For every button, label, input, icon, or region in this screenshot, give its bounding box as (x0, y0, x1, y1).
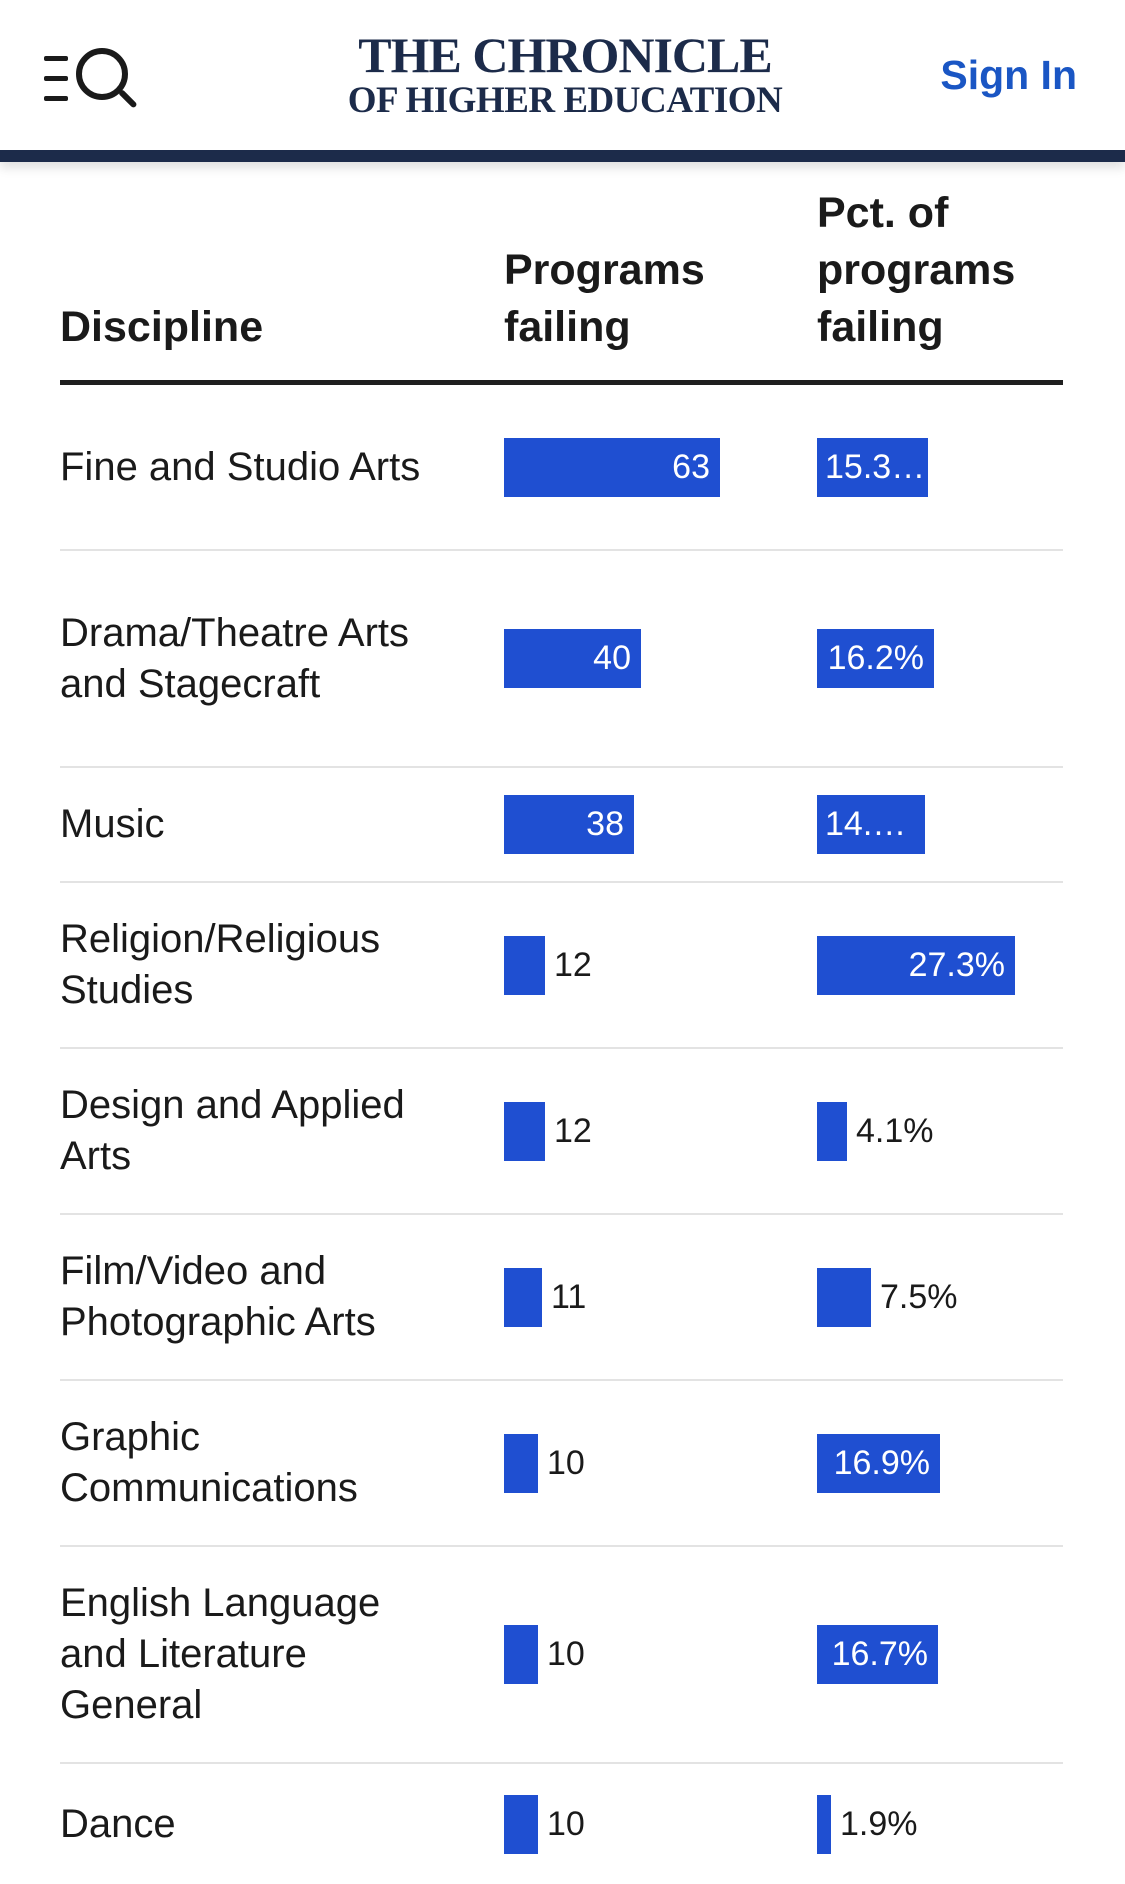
pct-bar (817, 795, 925, 854)
pct-value-label: 7.5% (880, 1278, 958, 1316)
programs-value-label: 10 (547, 1444, 585, 1482)
table-row: Graphic Communications 10 16.9% (60, 1381, 1063, 1547)
programs-bar (504, 1268, 542, 1327)
discipline-name: Religion/Religious Studies (60, 917, 381, 1012)
site-logo[interactable]: THE CHRONICLE OF HIGHER EDUCATION (330, 30, 800, 119)
pct-value-label: 1.9% (840, 1805, 918, 1843)
sign-in-link[interactable]: Sign In (940, 52, 1077, 98)
programs-bar (504, 936, 545, 995)
programs-bar (504, 795, 634, 854)
programs-bar (504, 1102, 545, 1161)
table-row: Design and Applied Arts 12 4.1% (60, 1049, 1063, 1215)
menu-line-icon (44, 56, 68, 61)
programs-value-label: 40 (593, 639, 631, 677)
discipline-name: Fine and Studio Arts (60, 445, 421, 489)
site-header: THE CHRONICLE OF HIGHER EDUCATION Sign I… (0, 0, 1125, 162)
pct-bar (817, 936, 1015, 995)
discipline-name: Graphic Communications (60, 1415, 358, 1510)
programs-bar (504, 1434, 538, 1493)
pct-value-label: 27.3% (908, 946, 1005, 984)
table-row: Dance 10 1.9% (60, 1764, 1063, 1884)
pct-bar (817, 438, 928, 497)
menu-line-icon (44, 96, 68, 101)
programs-value-label: 12 (554, 946, 592, 984)
table-row: Film/Video and Photographic Arts 11 7.5% (60, 1215, 1063, 1381)
pct-bar (817, 1434, 940, 1493)
discipline-name: Design and Applied Arts (60, 1083, 405, 1178)
programs-value-label: 38 (586, 805, 624, 843)
column-header-programs-failing: Programs failing (504, 246, 705, 351)
menu-line-icon (44, 76, 68, 81)
logo-line1: THE CHRONICLE (358, 27, 772, 83)
table-row: English Language and Literature General 1… (60, 1547, 1063, 1764)
discipline-name: Dance (60, 1802, 176, 1846)
pct-value-label: 15.3… (825, 448, 924, 486)
programs-bar (504, 438, 720, 497)
programs-value-label: 10 (547, 1805, 585, 1843)
pct-bar (817, 1795, 831, 1854)
pct-value-label: 16.9% (833, 1444, 930, 1482)
table-row: Music 38 14.… (60, 768, 1063, 883)
pct-value-label: 14.… (825, 805, 907, 843)
failing-programs-table: Discipline Programs failing Pct. of prog… (60, 162, 1063, 1884)
programs-value-label: 11 (551, 1278, 587, 1316)
pct-value-label: 16.2% (827, 639, 924, 677)
pct-bar (817, 1625, 938, 1684)
menu-search-icon[interactable] (40, 48, 140, 112)
search-circle-icon (76, 48, 128, 100)
programs-bar (504, 629, 641, 688)
table-body: Fine and Studio Arts 63 15.3… Drama/Theatre… (60, 385, 1063, 1884)
programs-value-label: 63 (672, 448, 710, 486)
discipline-name: Music (60, 802, 165, 846)
table-header: Discipline Programs failing Pct. of prog… (60, 162, 1063, 385)
programs-bar (504, 1795, 538, 1854)
pct-value-label: 4.1% (856, 1112, 934, 1150)
pct-bar (817, 1268, 871, 1327)
programs-value-label: 10 (547, 1635, 585, 1673)
discipline-name: English Language and Literature General (60, 1581, 381, 1727)
pct-value-label: 16.7% (831, 1635, 928, 1673)
pct-bar (817, 629, 934, 688)
table-row: Religion/Religious Studies 12 27.3% (60, 883, 1063, 1049)
discipline-name: Drama/Theatre Arts and Stagecraft (60, 611, 410, 706)
table-row: Drama/Theatre Arts and Stagecraft 40 16.2% (60, 551, 1063, 768)
column-header-pct-failing: Pct. of programs failing (817, 189, 1016, 351)
column-header-discipline: Discipline (60, 303, 264, 351)
search-handle-icon (117, 88, 138, 109)
pct-bar (817, 1102, 847, 1161)
programs-value-label: 12 (554, 1112, 592, 1150)
discipline-name: Film/Video and Photographic Arts (60, 1249, 376, 1344)
logo-line2: OF HIGHER EDUCATION (347, 80, 783, 121)
programs-bar (504, 1625, 538, 1684)
table-row: Fine and Studio Arts 63 15.3… (60, 385, 1063, 551)
